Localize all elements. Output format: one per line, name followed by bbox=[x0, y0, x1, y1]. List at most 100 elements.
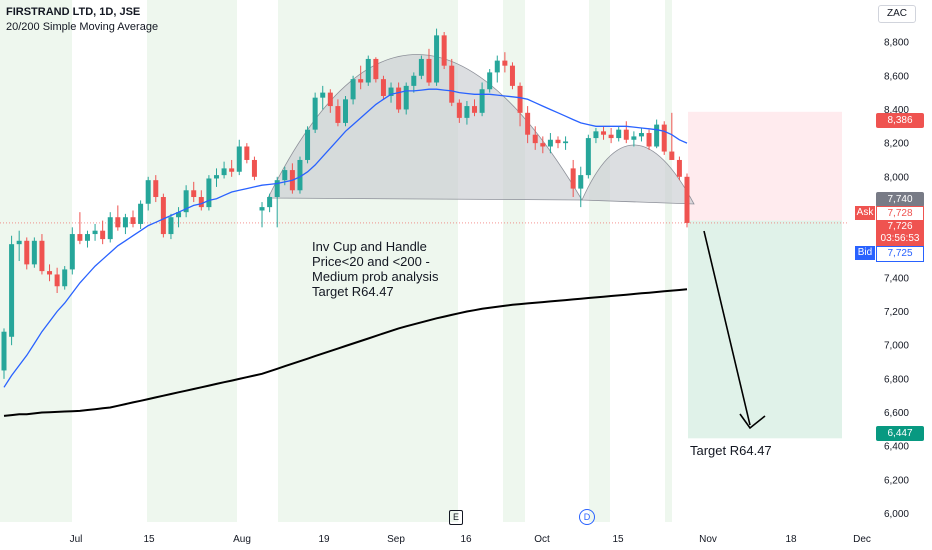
y-tick-label: 8,400 bbox=[884, 105, 909, 116]
candle bbox=[517, 85, 523, 113]
y-tick-label: 7,400 bbox=[884, 273, 909, 284]
candle bbox=[153, 180, 159, 198]
candle bbox=[426, 58, 432, 83]
indicator-legend[interactable]: 20/200 Simple Moving Average bbox=[6, 21, 159, 33]
y-tick-label: 8,200 bbox=[884, 139, 909, 150]
candle bbox=[115, 217, 121, 228]
x-tick-label: Aug bbox=[233, 534, 251, 545]
candle bbox=[274, 180, 280, 198]
candle bbox=[213, 175, 219, 179]
earnings-marker[interactable]: E bbox=[449, 510, 463, 525]
candle bbox=[297, 159, 303, 191]
candle bbox=[449, 65, 455, 103]
candle bbox=[411, 75, 417, 86]
candle bbox=[638, 133, 644, 137]
candle bbox=[77, 234, 83, 241]
candle bbox=[631, 136, 637, 140]
candle bbox=[47, 271, 53, 275]
candle bbox=[441, 35, 447, 66]
candle bbox=[39, 240, 45, 272]
projection-arrowhead bbox=[739, 413, 766, 430]
candle bbox=[502, 60, 508, 66]
x-tick-label: 15 bbox=[143, 534, 155, 545]
candle bbox=[373, 58, 379, 80]
candle bbox=[585, 138, 591, 176]
candle bbox=[418, 58, 424, 76]
candle bbox=[396, 87, 402, 110]
candle bbox=[130, 217, 136, 224]
bid-price: 7,725 bbox=[876, 246, 924, 262]
candle bbox=[601, 131, 607, 135]
candle bbox=[684, 176, 690, 223]
candle bbox=[107, 217, 113, 240]
candle bbox=[563, 141, 569, 144]
entry-price-label: 7,740 bbox=[876, 192, 924, 207]
candle bbox=[646, 133, 652, 147]
candle bbox=[365, 58, 371, 83]
candle bbox=[244, 146, 250, 160]
candle bbox=[267, 197, 273, 208]
candle bbox=[472, 106, 478, 113]
candle bbox=[380, 79, 386, 96]
candle bbox=[312, 97, 318, 130]
candle bbox=[654, 124, 660, 147]
y-tick-label: 8,800 bbox=[884, 38, 909, 49]
dividend-marker[interactable]: D bbox=[579, 509, 595, 525]
candle bbox=[1, 331, 7, 371]
currency-selector[interactable]: ZAC bbox=[878, 5, 916, 23]
candle bbox=[69, 234, 75, 270]
candle bbox=[282, 170, 288, 181]
candle bbox=[509, 65, 515, 86]
candle bbox=[434, 35, 440, 83]
candle bbox=[320, 92, 326, 98]
candle bbox=[403, 85, 409, 110]
last-price-badge: 7,726 03:56:53 bbox=[876, 220, 924, 246]
candle bbox=[661, 124, 667, 152]
candle bbox=[593, 131, 599, 139]
candle bbox=[54, 274, 60, 287]
candle bbox=[350, 79, 356, 100]
candle bbox=[16, 240, 22, 245]
y-tick-label: 8,000 bbox=[884, 172, 909, 183]
stop-loss-zone bbox=[688, 111, 842, 221]
session-band bbox=[589, 0, 610, 522]
candle bbox=[335, 106, 341, 123]
candle bbox=[236, 146, 242, 172]
candle bbox=[623, 129, 629, 140]
candle bbox=[145, 180, 151, 204]
candle bbox=[92, 230, 98, 235]
candle bbox=[388, 87, 394, 96]
candle bbox=[168, 217, 174, 235]
annotation-line: Price<20 and <200 - bbox=[312, 254, 430, 269]
candle bbox=[525, 112, 531, 135]
candle bbox=[62, 269, 68, 287]
bar-countdown: 03:56:53 bbox=[880, 233, 920, 244]
candle bbox=[464, 106, 470, 118]
candle bbox=[84, 234, 90, 241]
y-tick-label: 8,600 bbox=[884, 71, 909, 82]
x-tick-label: 15 bbox=[612, 534, 624, 545]
sma20-line bbox=[3, 88, 688, 388]
session-band bbox=[147, 0, 237, 522]
candle bbox=[494, 60, 500, 73]
candle bbox=[616, 129, 622, 139]
candle bbox=[456, 102, 462, 118]
bid-tag: Bid bbox=[855, 246, 875, 260]
candle bbox=[31, 240, 37, 265]
candle bbox=[570, 168, 576, 189]
candle bbox=[669, 151, 675, 160]
y-tick-label: 7,000 bbox=[884, 341, 909, 352]
candle bbox=[206, 178, 212, 208]
candle bbox=[24, 240, 30, 265]
analysis-annotation: Inv Cup and Handle Price<20 and <200 - M… bbox=[312, 239, 438, 299]
candle bbox=[578, 175, 584, 189]
stop-price-label: 8,386 bbox=[876, 113, 924, 128]
candle bbox=[221, 168, 227, 176]
y-tick-label: 6,400 bbox=[884, 442, 909, 453]
projection-arrow bbox=[703, 230, 751, 426]
candle bbox=[229, 168, 235, 172]
candle bbox=[479, 89, 485, 113]
profit-target-zone bbox=[688, 220, 842, 439]
candle bbox=[532, 134, 538, 144]
